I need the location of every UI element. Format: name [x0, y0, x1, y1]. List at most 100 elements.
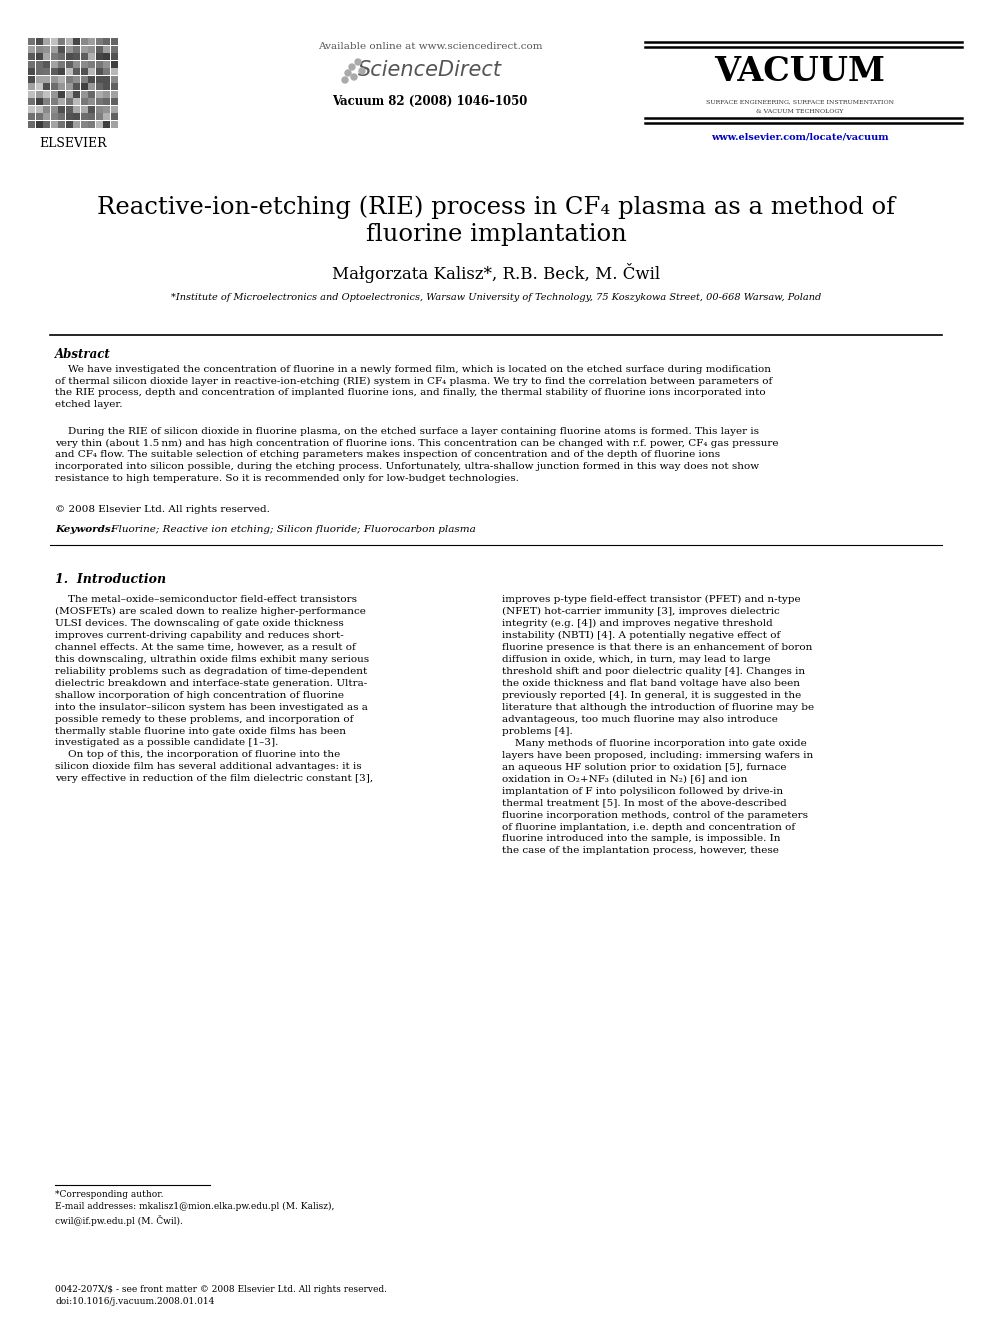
Bar	[73, 67, 80, 75]
Bar	[88, 53, 95, 60]
Text: Małgorzata Kalisz*, R.B. Beck, M. Čwil: Małgorzata Kalisz*, R.B. Beck, M. Čwil	[332, 263, 660, 283]
Bar	[43, 112, 50, 120]
Bar	[95, 45, 102, 53]
Bar	[88, 45, 95, 53]
Bar	[51, 67, 58, 75]
Bar	[43, 90, 50, 98]
Bar	[43, 120, 50, 127]
Bar	[58, 67, 65, 75]
Bar	[28, 38, 35, 45]
Circle shape	[345, 70, 351, 75]
Circle shape	[355, 60, 361, 65]
Circle shape	[351, 74, 357, 79]
Bar	[36, 53, 43, 60]
Text: ScienceDirect: ScienceDirect	[358, 60, 502, 79]
Bar	[28, 112, 35, 120]
Text: Vacuum 82 (2008) 1046–1050: Vacuum 82 (2008) 1046–1050	[332, 95, 528, 108]
Bar	[95, 106, 102, 112]
Bar	[43, 45, 50, 53]
Bar	[28, 45, 35, 53]
Bar	[58, 38, 65, 45]
Bar	[88, 112, 95, 120]
Text: *Institute of Microelectronics and Optoelectronics, Warsaw University of Technol: *Institute of Microelectronics and Optoe…	[171, 292, 821, 302]
Text: fluorine implantation: fluorine implantation	[366, 224, 626, 246]
Bar	[58, 83, 65, 90]
Bar	[88, 90, 95, 98]
Bar	[58, 106, 65, 112]
Bar	[36, 120, 43, 127]
Bar	[28, 98, 35, 105]
Bar	[103, 53, 110, 60]
Bar	[110, 53, 117, 60]
Bar	[88, 61, 95, 67]
Bar	[80, 106, 87, 112]
Bar	[36, 90, 43, 98]
Bar	[103, 83, 110, 90]
Bar	[80, 112, 87, 120]
Bar	[95, 120, 102, 127]
Bar	[28, 83, 35, 90]
Bar	[95, 61, 102, 67]
Bar	[110, 75, 117, 82]
Bar	[95, 53, 102, 60]
Bar	[80, 98, 87, 105]
Bar	[110, 83, 117, 90]
Bar	[95, 75, 102, 82]
Bar	[58, 61, 65, 67]
Bar	[65, 75, 72, 82]
Bar	[95, 67, 102, 75]
Bar	[73, 45, 80, 53]
Bar	[73, 90, 80, 98]
Bar	[103, 120, 110, 127]
Bar	[28, 53, 35, 60]
Text: © 2008 Elsevier Ltd. All rights reserved.: © 2008 Elsevier Ltd. All rights reserved…	[55, 505, 270, 515]
Bar	[73, 75, 80, 82]
Text: 0042-207X/$ - see front matter © 2008 Elsevier Ltd. All rights reserved.
doi:10.: 0042-207X/$ - see front matter © 2008 El…	[55, 1285, 387, 1306]
Bar	[65, 45, 72, 53]
Circle shape	[359, 67, 365, 74]
Bar	[28, 90, 35, 98]
Bar	[88, 83, 95, 90]
Bar	[58, 112, 65, 120]
Bar	[28, 120, 35, 127]
Bar	[65, 98, 72, 105]
Text: SURFACE ENGINEERING, SURFACE INSTRUMENTATION: SURFACE ENGINEERING, SURFACE INSTRUMENTA…	[706, 101, 894, 105]
Bar	[51, 53, 58, 60]
Bar	[110, 38, 117, 45]
Bar	[88, 106, 95, 112]
Bar	[36, 38, 43, 45]
Bar	[65, 67, 72, 75]
Bar	[65, 120, 72, 127]
Bar	[110, 45, 117, 53]
Bar	[95, 90, 102, 98]
Bar	[103, 98, 110, 105]
Bar	[58, 45, 65, 53]
Text: improves p-type field-effect transistor (PFET) and n-type
(NFET) hot-carrier imm: improves p-type field-effect transistor …	[502, 595, 814, 856]
Bar	[73, 120, 80, 127]
Bar	[58, 53, 65, 60]
Bar	[103, 106, 110, 112]
Bar	[36, 83, 43, 90]
Bar	[110, 98, 117, 105]
Bar	[58, 90, 65, 98]
Bar	[43, 106, 50, 112]
Bar	[36, 67, 43, 75]
Circle shape	[349, 64, 355, 70]
Bar	[65, 90, 72, 98]
Text: We have investigated the concentration of fluorine in a newly formed film, which: We have investigated the concentration o…	[55, 365, 772, 409]
Bar	[51, 38, 58, 45]
Bar	[43, 98, 50, 105]
Bar	[103, 61, 110, 67]
Circle shape	[342, 77, 348, 83]
Text: Available online at www.sciencedirect.com: Available online at www.sciencedirect.co…	[317, 42, 543, 52]
Bar	[51, 106, 58, 112]
Bar	[43, 38, 50, 45]
Text: *Corresponding author.
E-mail addresses: mkalisz1@mion.elka.pw.edu.pl (M. Kalisz: *Corresponding author. E-mail addresses:…	[55, 1189, 334, 1225]
Bar	[80, 90, 87, 98]
Bar	[51, 75, 58, 82]
Bar	[28, 61, 35, 67]
Bar	[110, 106, 117, 112]
Bar	[65, 53, 72, 60]
Text: The metal–oxide–semiconductor field-effect transistors
(MOSFETs) are scaled down: The metal–oxide–semiconductor field-effe…	[55, 595, 373, 783]
Bar	[58, 75, 65, 82]
